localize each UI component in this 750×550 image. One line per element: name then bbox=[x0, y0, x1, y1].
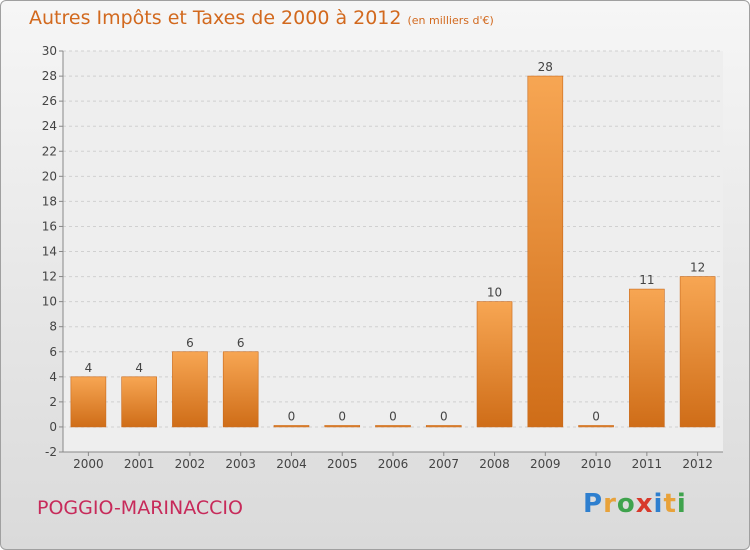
bar bbox=[679, 276, 716, 428]
bar bbox=[629, 288, 665, 428]
bar bbox=[121, 376, 157, 428]
logo-letter: t bbox=[663, 489, 677, 519]
bar bbox=[273, 425, 310, 428]
y-tick-label: 26 bbox=[42, 94, 57, 108]
x-tick-label: 2004 bbox=[276, 457, 307, 471]
y-tick-label: 14 bbox=[42, 245, 57, 259]
y-tick-label: -2 bbox=[45, 445, 57, 459]
logo-letter: i bbox=[653, 489, 664, 519]
x-tick-label: 2011 bbox=[632, 457, 663, 471]
data-label: 10 bbox=[487, 286, 502, 300]
bar bbox=[375, 425, 411, 428]
x-tick-label: 2003 bbox=[225, 457, 256, 471]
y-tick-label: 12 bbox=[42, 270, 57, 284]
proxiti-logo: Proxiti bbox=[583, 489, 687, 519]
x-tick-label: 2008 bbox=[479, 457, 510, 471]
y-tick-label: 20 bbox=[42, 169, 57, 183]
y-tick-label: 10 bbox=[42, 295, 57, 309]
x-tick-label: 2001 bbox=[124, 457, 155, 471]
logo-letter: i bbox=[676, 489, 687, 519]
y-tick-label: 2 bbox=[49, 395, 57, 409]
x-tick-label: 2006 bbox=[378, 457, 409, 471]
y-tick-label: 30 bbox=[42, 44, 57, 58]
bar bbox=[476, 301, 513, 428]
bar bbox=[324, 425, 361, 428]
y-tick-label: 22 bbox=[42, 144, 57, 158]
commune-name: POGGIO-MARINACCIO bbox=[37, 497, 243, 519]
x-tick-label: 2000 bbox=[73, 457, 104, 471]
y-tick-label: 8 bbox=[49, 320, 57, 334]
bar bbox=[70, 376, 107, 428]
data-label: 6 bbox=[237, 336, 245, 350]
y-tick-label: 6 bbox=[49, 345, 57, 359]
data-label: 0 bbox=[389, 409, 397, 423]
y-tick-label: 16 bbox=[42, 219, 57, 233]
data-label: 0 bbox=[592, 409, 600, 423]
data-label: 4 bbox=[85, 361, 93, 375]
chart-title: Autres Impôts et Taxes de 2000 à 2012 (en… bbox=[29, 7, 494, 29]
logo-letter: r bbox=[603, 489, 617, 519]
y-tick-label: 0 bbox=[49, 420, 57, 434]
y-tick-label: 28 bbox=[42, 69, 57, 83]
data-label: 12 bbox=[690, 261, 705, 275]
bar bbox=[527, 75, 564, 428]
y-tick-label: 18 bbox=[42, 194, 57, 208]
bar bbox=[172, 351, 208, 428]
logo-letter: o bbox=[616, 489, 636, 519]
y-tick-label: 24 bbox=[42, 119, 57, 133]
bar bbox=[222, 351, 259, 428]
data-label: 4 bbox=[135, 361, 143, 375]
bar bbox=[425, 425, 462, 428]
data-label: 11 bbox=[639, 273, 654, 287]
logo-letter: x bbox=[635, 489, 654, 519]
logo-letter: P bbox=[583, 489, 604, 519]
data-label: 0 bbox=[338, 409, 346, 423]
x-tick-label: 2012 bbox=[682, 457, 713, 471]
x-tick-label: 2002 bbox=[175, 457, 206, 471]
data-label: 6 bbox=[186, 336, 194, 350]
x-tick-label: 2005 bbox=[327, 457, 358, 471]
bar bbox=[578, 425, 614, 428]
x-tick-label: 2010 bbox=[581, 457, 612, 471]
y-tick-label: 4 bbox=[49, 370, 57, 384]
chart-subtitle: (en milliers d'€) bbox=[407, 14, 494, 27]
data-label: 28 bbox=[538, 60, 553, 74]
data-label: 0 bbox=[440, 409, 448, 423]
x-tick-label: 2009 bbox=[530, 457, 561, 471]
data-label: 0 bbox=[288, 409, 296, 423]
x-tick-label: 2007 bbox=[428, 457, 459, 471]
chart-title-text: Autres Impôts et Taxes de 2000 à 2012 bbox=[29, 7, 402, 29]
